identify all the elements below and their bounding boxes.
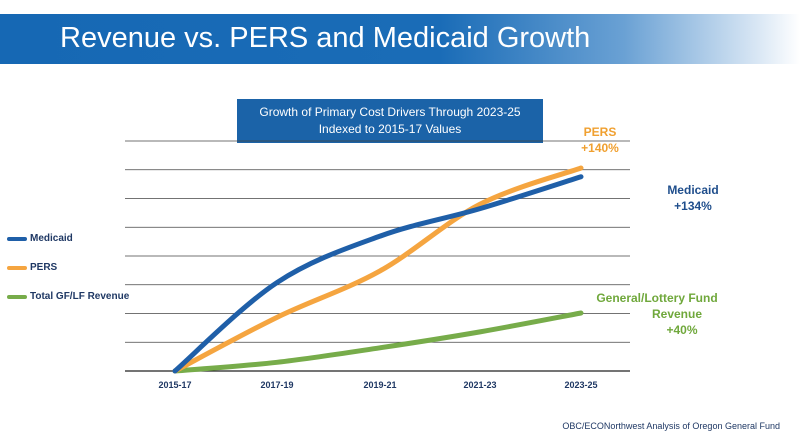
series-line-medicaid <box>172 174 584 374</box>
series-line-total-gf-lf-revenue <box>172 310 584 374</box>
title-banner: Revenue vs. PERS and Medicaid Growth <box>0 14 800 64</box>
legend-swatch-revenue <box>7 294 27 299</box>
chart-title: Growth of Primary Cost Drivers Through 2… <box>259 105 521 119</box>
legend-swatch-pers <box>7 265 27 270</box>
callout-medicaid-line-1: Medicaid <box>667 183 719 197</box>
x-tick-label: 2017-19 <box>260 380 293 390</box>
legend-swatch-medicaid <box>7 236 27 241</box>
x-tick-label: 2015-17 <box>158 380 191 390</box>
callout-pers: PERS +140% <box>560 124 640 156</box>
legend-item-revenue: Total GF/LF Revenue <box>7 291 129 302</box>
callout-pers-line-2: +140% <box>581 141 619 155</box>
legend-item-medicaid: Medicaid <box>7 233 73 244</box>
x-tick-label: 2019-21 <box>363 380 396 390</box>
callout-revenue-line-2: Revenue <box>651 307 703 321</box>
x-tick-label: 2021-23 <box>463 380 496 390</box>
legend-label-medicaid: Medicaid <box>30 233 73 244</box>
callout-medicaid-line-2: +134% <box>674 199 712 213</box>
series-line-pers <box>172 165 584 374</box>
legend-item-pers: PERS <box>7 262 57 273</box>
callout-pers-line-1: PERS <box>583 125 617 139</box>
callout-revenue-line-3: +40% <box>666 323 698 337</box>
legend-label-revenue: Total GF/LF Revenue <box>30 291 130 302</box>
callout-revenue-line-1: General/Lottery Fund <box>596 291 718 305</box>
legend-label-pers: PERS <box>30 262 58 273</box>
source-note: OBC/ECONorthwest Analysis of Oregon Gene… <box>562 421 780 431</box>
callout-revenue: General/Lottery Fund Revenue +40% <box>582 290 732 338</box>
chart-title-box: Growth of Primary Cost Drivers Through 2… <box>237 99 543 143</box>
x-tick-label: 2023-25 <box>564 380 597 390</box>
chart-subtitle: Indexed to 2015-17 Values <box>318 122 462 136</box>
callout-medicaid: Medicaid +134% <box>648 182 738 214</box>
page-title: Revenue vs. PERS and Medicaid Growth <box>60 22 591 54</box>
